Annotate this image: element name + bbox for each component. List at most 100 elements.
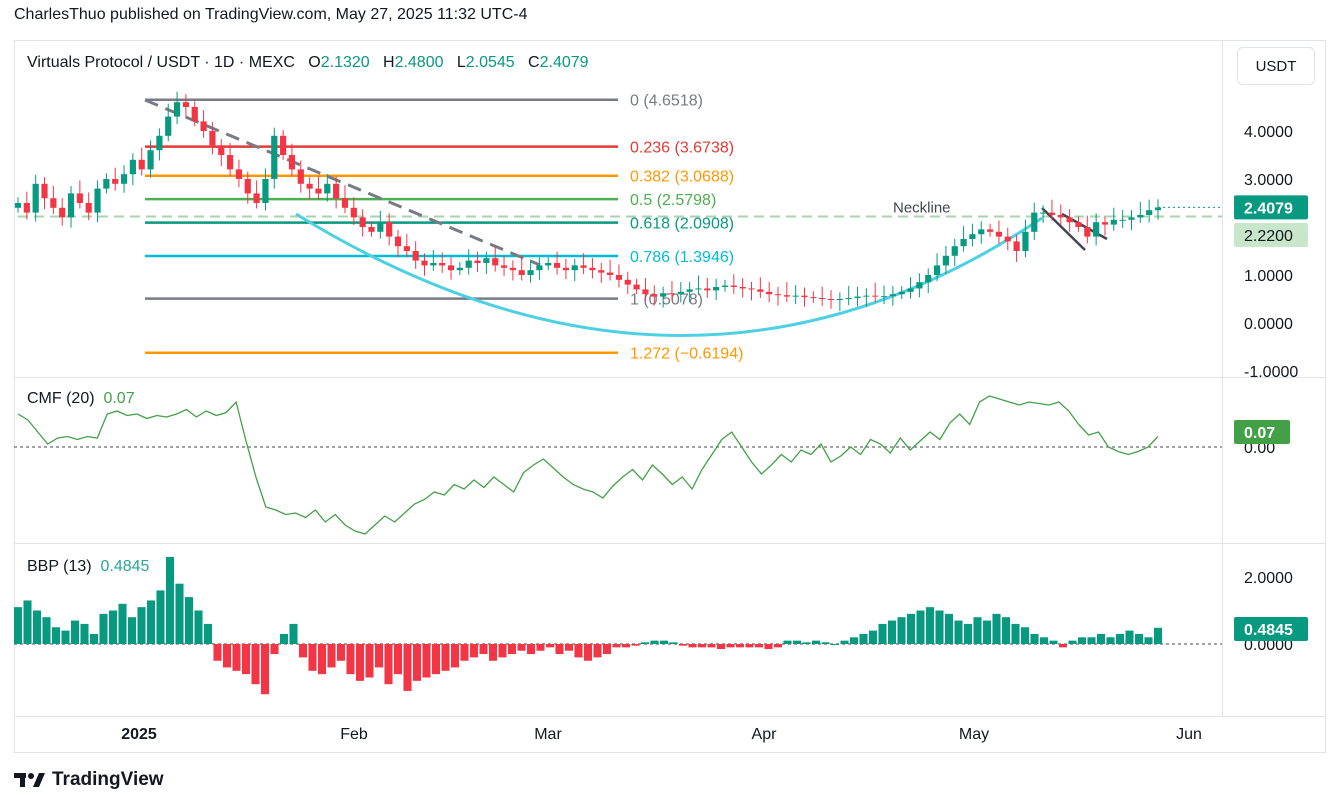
candle[interactable] <box>598 270 605 273</box>
bbp-bar[interactable] <box>336 644 346 661</box>
bbp-bar[interactable] <box>460 644 469 661</box>
bbp-bar[interactable] <box>431 644 441 675</box>
bbp-bar[interactable] <box>346 644 355 675</box>
bbp-bar[interactable] <box>298 644 308 658</box>
bbp-bar[interactable] <box>403 644 412 691</box>
bbp-bar[interactable] <box>450 644 460 668</box>
candle[interactable] <box>94 188 101 213</box>
candle[interactable] <box>1013 241 1020 251</box>
bbp-bar[interactable] <box>564 644 574 651</box>
candle[interactable] <box>120 174 128 184</box>
candle[interactable] <box>1110 219 1117 225</box>
candle[interactable] <box>227 155 234 170</box>
candle[interactable] <box>191 107 198 122</box>
candle[interactable] <box>315 188 322 194</box>
bbp-bar[interactable] <box>184 597 194 644</box>
bbp-bar[interactable] <box>441 644 450 671</box>
candle[interactable] <box>739 287 746 289</box>
bbp-bar[interactable] <box>374 644 384 668</box>
candle[interactable] <box>527 270 534 275</box>
bbp-bar[interactable] <box>631 644 640 646</box>
candle[interactable] <box>827 299 835 300</box>
candle[interactable] <box>651 294 658 297</box>
candle[interactable] <box>23 203 30 213</box>
bbp-bar[interactable] <box>697 644 707 648</box>
candle[interactable] <box>562 267 569 271</box>
candle[interactable] <box>306 183 313 189</box>
bbp-bar[interactable] <box>650 640 659 644</box>
candle[interactable] <box>59 207 66 218</box>
bbp-bar[interactable] <box>783 640 792 644</box>
candle[interactable] <box>1057 215 1064 218</box>
bbp-bar[interactable] <box>213 644 222 661</box>
currency-unit-button[interactable]: USDT <box>1237 47 1315 85</box>
candle[interactable] <box>1146 210 1153 215</box>
candle[interactable] <box>492 258 499 266</box>
bbp-bar[interactable] <box>583 644 593 661</box>
bbp-bar[interactable] <box>669 642 678 644</box>
bbp-bar[interactable] <box>1058 644 1068 648</box>
bbp-bar[interactable] <box>61 630 70 644</box>
bbp-bar[interactable] <box>270 644 279 655</box>
candle[interactable] <box>1075 222 1082 227</box>
candle[interactable] <box>156 135 163 151</box>
bbp-bar[interactable] <box>42 617 51 644</box>
trendline-dashed[interactable] <box>144 98 541 267</box>
bbp-bar[interactable] <box>688 644 697 648</box>
bbp-bar[interactable] <box>488 644 498 661</box>
bbp-bar[interactable] <box>764 644 773 650</box>
candle[interactable] <box>14 203 22 208</box>
candle[interactable] <box>863 295 870 297</box>
candle[interactable] <box>553 263 561 268</box>
candle[interactable] <box>642 289 649 295</box>
candle[interactable] <box>368 227 375 232</box>
candle[interactable] <box>969 234 976 239</box>
candle[interactable] <box>218 145 225 155</box>
bbp-bar[interactable] <box>612 644 621 648</box>
candle[interactable] <box>589 267 596 271</box>
candle[interactable] <box>341 198 349 208</box>
bbp-bar[interactable] <box>232 644 241 671</box>
candle[interactable] <box>112 179 119 184</box>
bbp-bar[interactable] <box>859 633 868 644</box>
candle[interactable] <box>836 299 843 300</box>
bbp-bar[interactable] <box>944 613 954 644</box>
candle[interactable] <box>244 179 251 194</box>
pane-separator[interactable] <box>14 543 1326 544</box>
candle[interactable] <box>76 193 83 203</box>
bbp-bar[interactable] <box>735 644 745 648</box>
bbp-bar[interactable] <box>621 644 631 648</box>
bbp-bar[interactable] <box>194 610 203 645</box>
candle[interactable] <box>1101 222 1109 225</box>
candle[interactable] <box>41 183 48 199</box>
candle[interactable] <box>721 285 729 287</box>
candle[interactable] <box>668 293 676 295</box>
candle[interactable] <box>50 198 57 208</box>
bbp-bar[interactable] <box>830 644 840 645</box>
candle[interactable] <box>960 239 967 247</box>
candle[interactable] <box>730 285 737 287</box>
candle[interactable] <box>421 260 428 266</box>
candle[interactable] <box>951 246 958 256</box>
bbp-bar[interactable] <box>51 627 61 644</box>
candle[interactable] <box>138 159 145 170</box>
candle[interactable] <box>1093 222 1100 237</box>
bbp-bar[interactable] <box>80 623 89 644</box>
bbp-bar[interactable] <box>137 607 146 644</box>
symbol-name[interactable]: Virtuals Protocol / USDT · 1D · MEXC <box>27 54 295 71</box>
candle[interactable] <box>916 282 923 289</box>
symbol-legend[interactable]: Virtuals Protocol / USDT · 1D · MEXC O2.… <box>27 54 589 72</box>
bbp-bar[interactable] <box>1115 633 1125 644</box>
candle[interactable] <box>430 263 437 266</box>
candle[interactable] <box>536 265 543 271</box>
candle[interactable] <box>32 183 39 213</box>
candle[interactable] <box>854 296 861 299</box>
bbp-bar[interactable] <box>1096 633 1106 644</box>
candle[interactable] <box>677 291 684 295</box>
candle[interactable] <box>483 258 490 263</box>
bbp-bar[interactable] <box>355 644 365 681</box>
bbp-bar[interactable] <box>982 620 992 644</box>
bbp-bar[interactable] <box>1049 640 1058 644</box>
candle[interactable] <box>386 222 393 237</box>
candle[interactable] <box>474 260 481 263</box>
